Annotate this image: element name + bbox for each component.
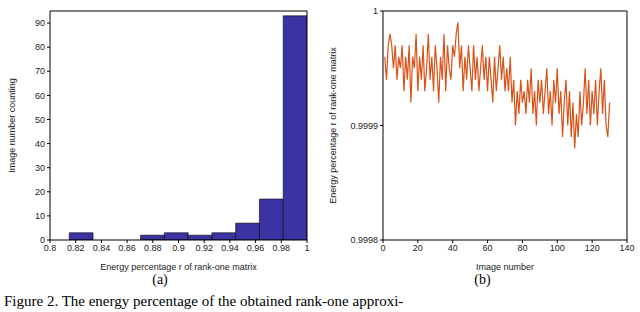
svg-text:140: 140: [619, 243, 632, 253]
svg-text:0.82: 0.82: [67, 243, 85, 253]
svg-text:Image number: Image number: [476, 262, 534, 272]
svg-text:0.9: 0.9: [172, 243, 185, 253]
html-text:(b): (b): [474, 272, 491, 287]
svg-text:40: 40: [448, 243, 458, 253]
svg-text:0.92: 0.92: [195, 243, 213, 253]
svg-text:0.88: 0.88: [144, 243, 162, 253]
svg-text:30: 30: [35, 163, 45, 173]
html-text:Figure 2. The energy percentag: Figure 2. The energy percentage of the o…: [4, 293, 404, 309]
svg-text:0: 0: [380, 243, 385, 253]
html-text:(a): (a): [152, 272, 168, 287]
svg-text:40: 40: [35, 139, 45, 149]
svg-text:90: 90: [35, 18, 45, 28]
svg-text:Image number counting: Image number counting: [8, 78, 17, 173]
svg-text:80: 80: [517, 243, 527, 253]
svg-text:80: 80: [35, 42, 45, 52]
svg-text:0.98: 0.98: [273, 243, 291, 253]
svg-text:0.94: 0.94: [221, 243, 239, 253]
svg-text:120: 120: [585, 243, 600, 253]
svg-text:70: 70: [35, 66, 45, 76]
svg-text:60: 60: [483, 243, 493, 253]
svg-text:1: 1: [304, 243, 309, 253]
svg-text:0.9999: 0.9999: [350, 121, 378, 131]
svg-text:Energy percentage r of rank-on: Energy percentage r of rank-one matrix: [328, 47, 338, 204]
svg-text:Energy percentage r of rank-on: Energy percentage r of rank-one matrix: [100, 262, 257, 272]
svg-text:0.8: 0.8: [44, 243, 57, 253]
svg-text:0.84: 0.84: [93, 243, 111, 253]
svg-text:10: 10: [35, 211, 45, 221]
svg-text:60: 60: [35, 91, 45, 101]
svg-text:20: 20: [413, 243, 423, 253]
svg-text:1: 1: [373, 6, 378, 16]
svg-text:20: 20: [35, 187, 45, 197]
svg-text:100: 100: [550, 243, 565, 253]
svg-text:0.86: 0.86: [118, 243, 136, 253]
svg-text:50: 50: [35, 115, 45, 125]
svg-text:0.9998: 0.9998: [350, 235, 378, 245]
svg-text:0: 0: [40, 235, 45, 245]
svg-text:0.96: 0.96: [247, 243, 265, 253]
